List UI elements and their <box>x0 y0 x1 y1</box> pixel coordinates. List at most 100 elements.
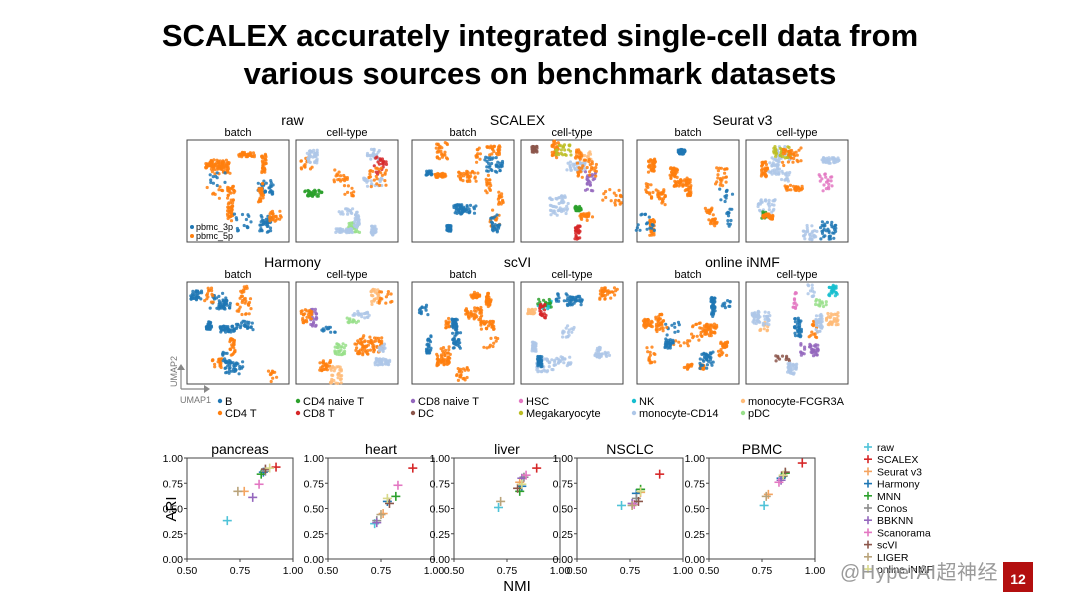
umap-point <box>562 361 566 365</box>
y-tick-label: 0.50 <box>163 504 184 516</box>
umap-point <box>369 179 373 183</box>
umap-point <box>827 160 831 164</box>
umap-point <box>472 312 476 316</box>
umap-point <box>384 160 388 164</box>
umap-point <box>221 162 225 166</box>
umap-point <box>344 230 348 234</box>
umap-point <box>662 188 666 192</box>
umap-subtitle: batch <box>225 269 252 281</box>
umap-point <box>574 298 578 302</box>
umap-point <box>425 351 429 355</box>
umap-point <box>604 195 608 200</box>
umap-point <box>579 216 583 220</box>
umap-point <box>790 152 794 156</box>
umap-point <box>566 324 570 328</box>
umap-point <box>830 184 834 188</box>
umap-point <box>226 189 230 193</box>
umap-point <box>258 190 262 194</box>
umap-point <box>214 174 218 178</box>
umap-point <box>824 159 828 163</box>
umap-point <box>494 156 498 160</box>
umap-point <box>374 360 378 364</box>
umap-point <box>321 359 325 363</box>
umap-point <box>604 351 608 356</box>
umap-point <box>482 345 486 349</box>
umap-point <box>782 163 786 168</box>
umap-point <box>219 167 223 171</box>
umap-point <box>314 192 318 196</box>
umap-point <box>209 286 214 290</box>
umap-point <box>724 196 728 200</box>
umap-point <box>563 148 567 152</box>
umap-point <box>238 367 242 371</box>
umap-point <box>784 148 788 152</box>
umap-point <box>649 183 653 187</box>
umap-point <box>266 369 271 373</box>
umap-point <box>561 201 565 205</box>
umap-point <box>650 195 654 200</box>
umap-point <box>568 355 572 359</box>
umap-point <box>677 323 681 327</box>
umap-point <box>668 167 673 171</box>
umap-point <box>301 320 305 325</box>
umap-point <box>340 210 344 214</box>
umap-point <box>545 370 549 374</box>
umap-point <box>835 159 840 164</box>
umap-point <box>615 287 619 291</box>
umap-point <box>587 151 591 155</box>
umap-point <box>594 162 599 167</box>
umap-point <box>496 336 500 341</box>
umap-point <box>728 299 732 304</box>
data-point-liger <box>627 500 637 510</box>
umap-point <box>211 358 215 362</box>
umap-point <box>559 151 563 155</box>
umap-point <box>568 144 572 148</box>
umap-point <box>646 185 650 189</box>
umap-point <box>245 326 250 330</box>
umap-point <box>434 146 438 150</box>
umap-point <box>586 155 590 159</box>
umap-point <box>462 171 466 175</box>
umap-point <box>688 178 692 182</box>
y-tick-label: 1.00 <box>304 453 325 465</box>
umap-point <box>278 214 282 218</box>
umap-point <box>271 376 275 380</box>
umap-method-title: online iNMF <box>705 254 780 270</box>
umap-point <box>651 223 655 227</box>
umap-method-title: Seurat v3 <box>713 112 773 128</box>
umap-point <box>330 377 334 381</box>
umap-point <box>308 308 312 313</box>
umap-point <box>388 360 392 364</box>
umap-point <box>723 199 727 204</box>
umap-point <box>476 152 480 156</box>
umap-point <box>767 323 771 327</box>
umap-point <box>614 193 618 198</box>
umap-point <box>791 160 795 164</box>
umap-point <box>460 208 464 213</box>
umap-point <box>448 352 452 356</box>
data-point-scvi <box>384 498 394 508</box>
umap-point <box>763 317 767 321</box>
umap-point <box>786 179 790 183</box>
umap-point <box>217 357 221 361</box>
umap-point <box>719 341 723 346</box>
umap-point <box>796 318 800 322</box>
umap-point <box>793 306 798 310</box>
umap-point <box>453 320 457 325</box>
umap-point <box>780 177 784 182</box>
umap-point <box>550 153 555 158</box>
celltype-legend-dot <box>295 410 301 416</box>
umap-point <box>465 171 469 175</box>
umap-point <box>570 330 574 334</box>
umap-point <box>465 204 469 208</box>
umap-point <box>818 174 822 178</box>
umap-point <box>329 330 333 334</box>
umap-point <box>808 345 812 349</box>
umap-point <box>362 312 366 316</box>
umap-point <box>373 227 377 231</box>
umap-point <box>365 180 369 184</box>
umap-point <box>247 312 251 316</box>
umap-point <box>758 320 762 324</box>
umap-point <box>786 160 791 164</box>
